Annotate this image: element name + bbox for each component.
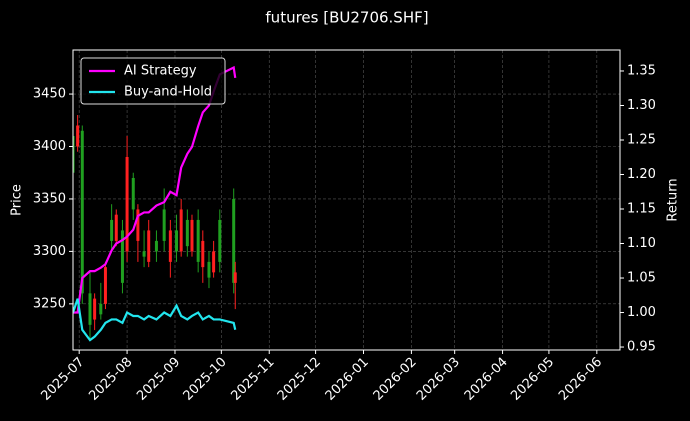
candle-body [168,230,172,262]
candle-body [120,230,124,283]
x-tick-label: 2025-09 [134,355,183,404]
candle-body [73,136,75,173]
y2-tick-label: 1.15 [627,202,656,217]
candle-body [207,261,211,278]
y-axis-label: Price [10,184,25,216]
candle-body [114,214,118,241]
y2-tick-label: 1.30 [627,98,656,113]
candle-body [110,219,114,241]
y2-tick-label: 1.35 [627,63,656,78]
y-tick-label: 3350 [33,191,66,206]
x-tick-label: 2026-06 [556,355,605,404]
x-tick-label: 2026-02 [371,355,420,404]
y2-axis-label: Return [666,178,681,221]
candle-body [99,303,103,315]
series-line [73,65,237,314]
y2-tick-label: 1.25 [627,132,656,147]
candle-body [232,198,236,283]
candle-body [80,130,84,294]
candle-body [125,156,129,252]
candle-body [93,298,97,320]
candle-body [162,209,166,241]
x-tick-label: 2026-04 [462,355,511,404]
x-tick-label: 2026-03 [414,355,463,404]
x-tick-label: 2025-12 [275,355,324,404]
candle-body [196,219,200,262]
y2-tick-label: 0.95 [627,340,656,355]
candle-body [154,240,158,252]
candle-body [147,230,151,262]
y-tick-label: 3300 [33,244,66,259]
x-tick-label: 2025-10 [181,355,230,404]
candle-body [103,267,107,304]
y-tick-label: 3250 [33,296,66,311]
plot [73,65,237,342]
candle-body [185,219,189,247]
y2-tick-label: 1.05 [627,271,656,286]
candle-body [190,219,194,252]
y2-tick-label: 1.00 [627,305,656,320]
candle-body [175,230,179,252]
candle-body [88,293,92,325]
candle-body [136,209,140,241]
candle-body [179,209,183,252]
candle-body [76,125,80,147]
series-line [73,298,237,342]
y-tick-label: 3450 [33,87,66,102]
x-tick-label: 2026-01 [323,355,372,404]
x-tick-label: 2025-11 [229,355,278,404]
candle-body [201,240,205,268]
legend-box [80,57,226,105]
candle-body [212,251,216,273]
chart-title: futures [BU2706.SHF] [265,9,428,27]
candle-body [131,177,135,210]
legend-label: Buy-and-Hold [124,85,212,100]
candle-body [142,251,146,257]
y2-tick-label: 1.10 [627,236,656,251]
legend-label: AI Strategy [124,64,197,79]
candle-body [233,272,237,283]
x-tick-label: 2025-07 [38,355,87,404]
plot-frame [72,49,621,351]
x-tick-label: 2025-08 [86,355,135,404]
y2-tick-label: 1.20 [627,167,656,182]
y-tick-label: 3400 [33,139,66,154]
candle-body [218,219,222,262]
x-tick-label: 2026-05 [508,355,557,404]
